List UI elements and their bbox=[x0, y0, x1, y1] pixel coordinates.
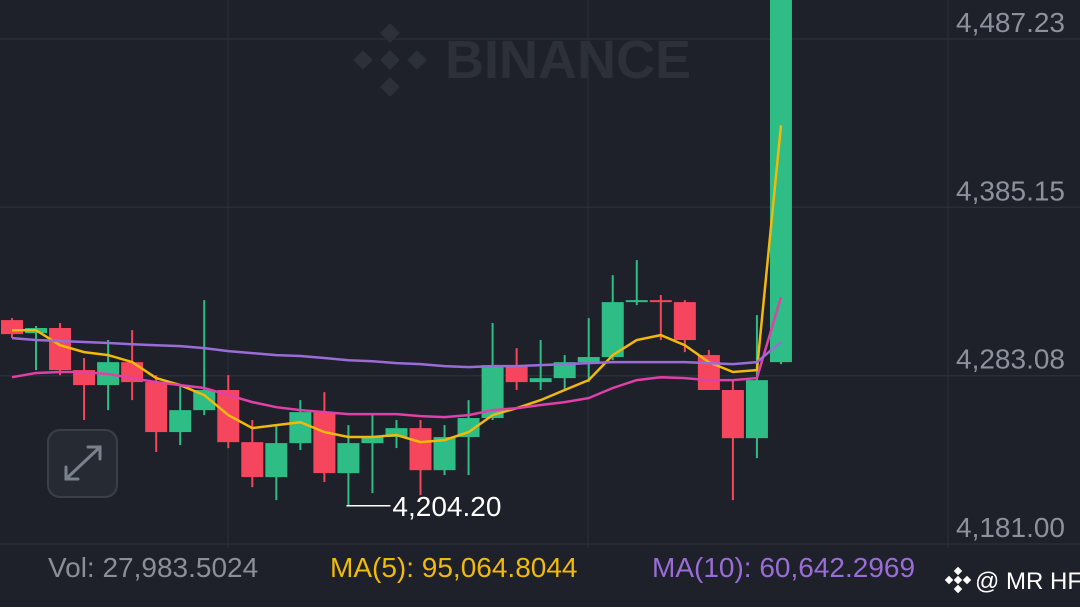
candle-body bbox=[625, 300, 648, 303]
candle-body bbox=[553, 362, 576, 379]
candle-body bbox=[337, 443, 360, 474]
candle-body bbox=[649, 300, 672, 303]
expand-icon bbox=[64, 445, 102, 481]
labels: 4,487.23 4,385.15 4,283.08 4,181.00 4,204.20 bbox=[346, 7, 1065, 543]
watermark: BINANCE bbox=[353, 23, 691, 97]
candle-body bbox=[1, 320, 23, 335]
candle-body bbox=[433, 437, 456, 471]
watermark-text: BINANCE bbox=[445, 30, 691, 90]
candle-body bbox=[721, 390, 744, 439]
grid bbox=[0, 38, 1080, 545]
y-tick-label: 4,283.08 bbox=[956, 344, 1065, 375]
candle-body bbox=[673, 302, 696, 341]
y-tick-label: 4,385.15 bbox=[956, 175, 1065, 206]
candle-body bbox=[169, 410, 192, 433]
footer-stat: MA(10): 60,642.2969 bbox=[652, 552, 915, 583]
candle-body bbox=[577, 357, 600, 363]
candle-body bbox=[289, 412, 312, 444]
candle-body bbox=[385, 428, 408, 438]
low-label: 4,204.20 bbox=[392, 491, 501, 522]
candle-body bbox=[529, 378, 552, 383]
candle-body bbox=[193, 390, 216, 411]
ma-line bbox=[11, 296, 783, 419]
candle-body bbox=[481, 365, 504, 419]
candle-body bbox=[505, 365, 528, 383]
candle-body bbox=[601, 302, 624, 358]
footer-stat: MA(5): 95,064.8044 bbox=[330, 552, 578, 583]
credit-logo bbox=[944, 566, 972, 594]
candle-body bbox=[745, 380, 768, 439]
candle-body bbox=[409, 428, 432, 471]
candle-body bbox=[265, 443, 288, 478]
candle-body bbox=[697, 355, 720, 391]
candle-body bbox=[145, 382, 168, 433]
credit: @ MR HF bbox=[975, 568, 1080, 595]
candle-body bbox=[241, 442, 264, 478]
candle-body bbox=[313, 412, 336, 474]
candle-body bbox=[361, 437, 384, 444]
ma-line bbox=[12, 125, 783, 444]
y-tick-label: 4,181.00 bbox=[956, 512, 1065, 543]
candle-body bbox=[49, 328, 72, 371]
y-tick-label: 4,487.23 bbox=[956, 7, 1065, 38]
plot bbox=[1, 0, 792, 506]
candle-body bbox=[769, 0, 792, 363]
candle-body bbox=[73, 370, 96, 386]
ma-line bbox=[11, 336, 782, 369]
candle-body bbox=[457, 418, 480, 438]
footer-stat: Vol: 27,983.5024 bbox=[48, 552, 258, 583]
